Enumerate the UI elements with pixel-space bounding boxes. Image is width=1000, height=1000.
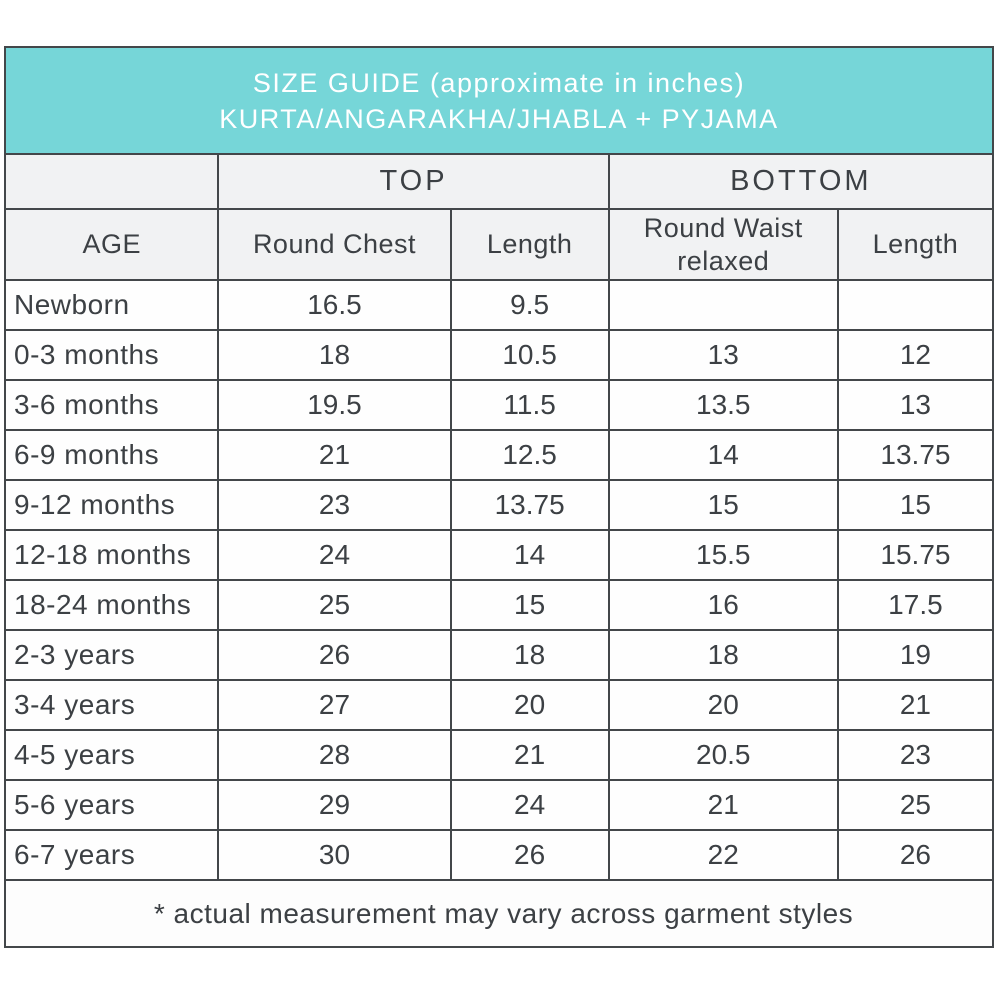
value-cell: 20 [607, 679, 839, 731]
value-cell: 20 [449, 679, 610, 731]
column-header-age: AGE [3, 208, 220, 281]
age-cell: 5-6 years [3, 779, 220, 831]
table-row: 5-6 years 29 24 21 25 [3, 779, 995, 831]
value-cell: 21 [217, 429, 452, 481]
table-row: 6-9 months 21 12.5 14 13.75 [3, 429, 995, 481]
age-cell: 4-5 years [3, 729, 220, 781]
footnote-text: * actual measurement may vary across gar… [4, 879, 994, 948]
size-guide-table: TOP BOTTOM AGE Round Chest Length Round … [3, 153, 995, 948]
footnote-row: * actual measurement may vary across gar… [4, 879, 994, 948]
group-header-top: TOP [217, 153, 610, 210]
value-cell: 15 [836, 479, 995, 531]
value-cell: 26 [836, 829, 995, 881]
value-cell: 23 [217, 479, 452, 531]
value-cell: 15 [449, 579, 610, 631]
value-cell: 27 [217, 679, 452, 731]
value-cell: 30 [217, 829, 452, 881]
size-guide-title-line1: SIZE GUIDE (approximate in inches) [252, 67, 746, 98]
value-cell: 18 [217, 329, 452, 381]
value-cell: 15 [607, 479, 839, 531]
value-cell: 18 [449, 629, 610, 681]
value-cell [607, 279, 839, 331]
value-cell: 16.5 [217, 279, 452, 331]
value-cell: 21 [836, 679, 995, 731]
table-row: 2-3 years 26 18 18 19 [3, 629, 995, 681]
age-cell: 18-24 months [3, 579, 220, 631]
value-cell: 24 [217, 529, 452, 581]
table-row: 3-4 years 27 20 20 21 [3, 679, 995, 731]
value-cell: 23 [836, 729, 995, 781]
column-header-round-waist: Round Waist relaxed [607, 208, 839, 281]
value-cell [836, 279, 995, 331]
age-cell: 6-9 months [3, 429, 220, 481]
value-cell: 20.5 [607, 729, 839, 781]
size-guide-title-band: SIZE GUIDE (approximate in inches) KURTA… [4, 46, 994, 153]
column-header-top-length: Length [449, 208, 610, 281]
value-cell: 10.5 [449, 329, 610, 381]
age-cell: 3-4 years [3, 679, 220, 731]
value-cell: 11.5 [449, 379, 610, 431]
value-cell: 28 [217, 729, 452, 781]
size-guide-title-line2: KURTA/ANGARAKHA/JHABLA + PYJAMA [219, 103, 779, 134]
column-header-row: AGE Round Chest Length Round Waist relax… [3, 208, 995, 281]
age-cell: 9-12 months [3, 479, 220, 531]
table-row: 9-12 months 23 13.75 15 15 [3, 479, 995, 531]
value-cell: 26 [449, 829, 610, 881]
group-header-bottom: BOTTOM [607, 153, 995, 210]
age-cell: 12-18 months [3, 529, 220, 581]
table-row: 12-18 months 24 14 15.5 15.75 [3, 529, 995, 581]
value-cell: 24 [449, 779, 610, 831]
value-cell: 29 [217, 779, 452, 831]
value-cell: 13.5 [607, 379, 839, 431]
value-cell: 19.5 [217, 379, 452, 431]
age-cell: Newborn [3, 279, 220, 331]
value-cell: 12.5 [449, 429, 610, 481]
value-cell: 25 [836, 779, 995, 831]
value-cell: 13.75 [836, 429, 995, 481]
value-cell: 21 [449, 729, 610, 781]
value-cell: 19 [836, 629, 995, 681]
value-cell: 14 [607, 429, 839, 481]
value-cell: 9.5 [449, 279, 610, 331]
value-cell: 13 [836, 379, 995, 431]
value-cell: 16 [607, 579, 839, 631]
value-cell: 21 [607, 779, 839, 831]
value-cell: 13 [607, 329, 839, 381]
table-row: 6-7 years 30 26 22 26 [3, 829, 995, 881]
age-cell: 0-3 months [3, 329, 220, 381]
value-cell: 13.75 [449, 479, 610, 531]
table-row: 0-3 months 18 10.5 13 12 [3, 329, 995, 381]
age-cell: 2-3 years [3, 629, 220, 681]
column-header-bottom-length: Length [836, 208, 995, 281]
table-row: 4-5 years 28 21 20.5 23 [3, 729, 995, 781]
value-cell: 14 [449, 529, 610, 581]
size-table-body: Newborn 16.5 9.5 0-3 months 18 10.5 13 12 3-6 mo… [3, 279, 995, 881]
value-cell: 15.75 [836, 529, 995, 581]
group-header-row: TOP BOTTOM [3, 153, 995, 210]
size-guide-panel: SIZE GUIDE (approximate in inches) KURTA… [3, 46, 995, 948]
value-cell: 26 [217, 629, 452, 681]
value-cell: 12 [836, 329, 995, 381]
value-cell: 25 [217, 579, 452, 631]
value-cell: 17.5 [836, 579, 995, 631]
age-cell: 6-7 years [3, 829, 220, 881]
table-row: 18-24 months 25 15 16 17.5 [3, 579, 995, 631]
value-cell: 18 [607, 629, 839, 681]
table-row: 3-6 months 19.5 11.5 13.5 13 [3, 379, 995, 431]
column-header-round-chest: Round Chest [217, 208, 452, 281]
value-cell: 22 [607, 829, 839, 881]
group-header-spacer [3, 153, 220, 210]
table-row: Newborn 16.5 9.5 [3, 279, 995, 331]
age-cell: 3-6 months [3, 379, 220, 431]
value-cell: 15.5 [607, 529, 839, 581]
